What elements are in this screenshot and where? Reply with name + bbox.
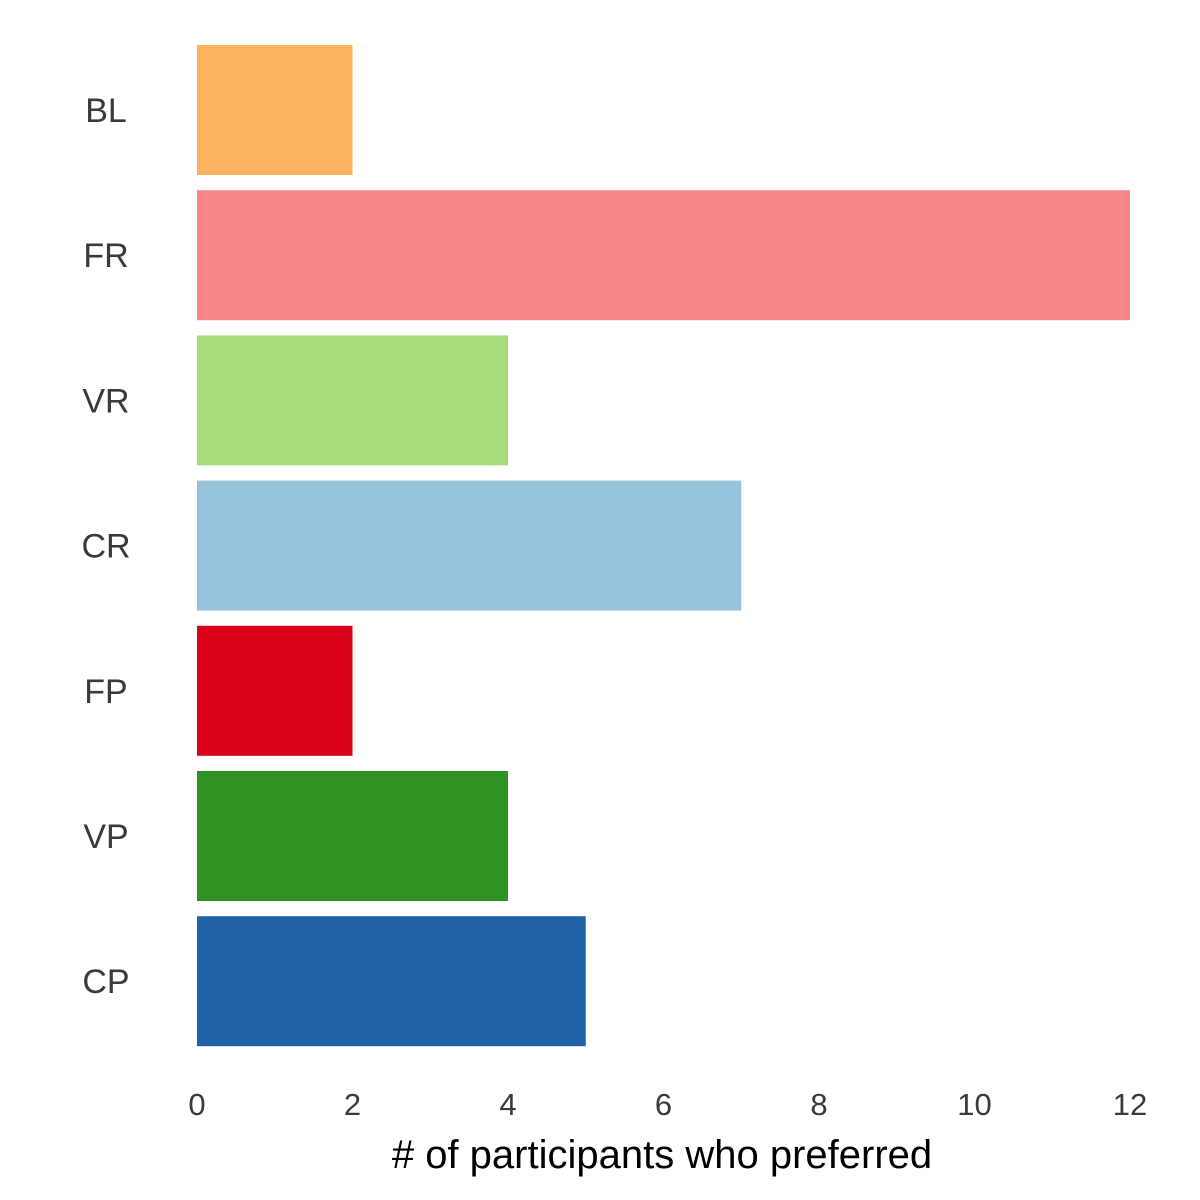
bar-fr (197, 190, 1130, 321)
x-axis-ticks: 0 2 4 6 8 10 12 (188, 1087, 1147, 1122)
category-label-vp: VP (83, 818, 128, 856)
bar-vp (197, 771, 508, 901)
x-tick-label: 6 (655, 1087, 672, 1122)
x-tick-label: 0 (188, 1087, 205, 1122)
x-tick-label: 8 (810, 1087, 827, 1122)
x-tick-label: 12 (1113, 1087, 1147, 1122)
x-tick-label: 10 (957, 1087, 991, 1122)
bar-vr (197, 335, 508, 466)
bar-cr (197, 480, 742, 611)
bar-bl (197, 45, 353, 175)
category-label-cr: CR (81, 528, 130, 566)
category-label-cp: CP (82, 963, 129, 1001)
category-label-fr: FR (83, 237, 128, 275)
x-tick-label: 2 (344, 1087, 361, 1122)
category-label-vr: VR (82, 382, 129, 420)
bars-group (197, 45, 1130, 1047)
x-tick-label: 4 (499, 1087, 516, 1122)
category-labels: BL FR VR CR FP VP CP (81, 92, 130, 1001)
bar-cp (197, 916, 586, 1047)
x-axis-title: # of participants who preferred (392, 1133, 932, 1177)
category-label-fp: FP (84, 673, 127, 711)
category-label-bl: BL (85, 92, 127, 130)
bar-fp (197, 625, 353, 756)
